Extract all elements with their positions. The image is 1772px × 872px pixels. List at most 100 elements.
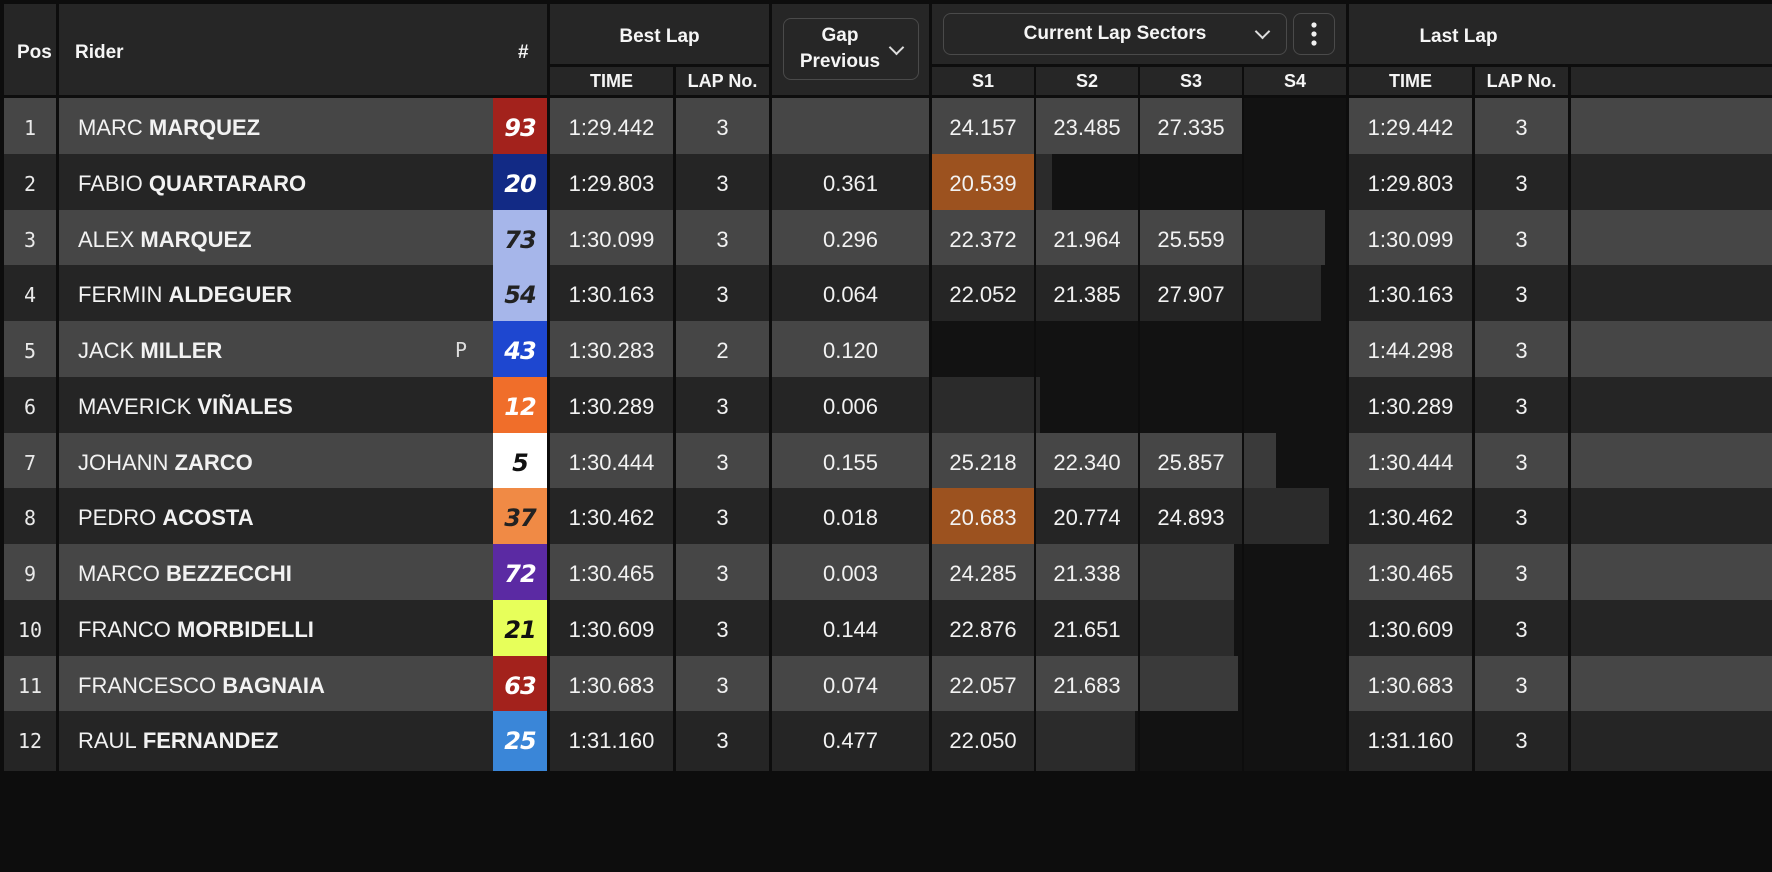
sectors-dropdown[interactable]: Current Lap Sectors <box>943 13 1287 55</box>
best-time-value: 1:30.289 <box>568 393 655 419</box>
best-lap-cell: 3 <box>676 432 769 493</box>
header-s2: S2 <box>1036 67 1138 95</box>
rider-cell: PEDRO ACOSTA <box>59 488 493 549</box>
gap-value: 0.477 <box>822 728 879 754</box>
rider-cell: MAVERICK VIÑALES <box>59 376 493 437</box>
sector-s2-value: 21.683 <box>1053 672 1121 698</box>
rider-number-value: 37 <box>504 504 536 533</box>
table-row[interactable]: 6 MAVERICK VIÑALES 12 1:30.289 3 0.006 1:30.28… <box>0 376 1772 437</box>
rider-first-name: RAUL <box>78 728 137 754</box>
rider-number-value: 73 <box>504 225 536 254</box>
last-time-value: 1:30.099 <box>1367 226 1454 252</box>
gap-dropdown[interactable]: Gap Previous <box>783 18 919 80</box>
table-row[interactable]: 2 FABIO QUARTARARO 20 1:29.803 3 0.361 20.539 1… <box>0 153 1772 214</box>
sector-s2-value: 22.340 <box>1053 449 1121 475</box>
sector-divider <box>1034 544 1036 604</box>
table-row[interactable]: 5 JACK MILLER P 43 1:30.283 2 0.120 1:44.298 3 <box>0 321 1772 381</box>
table-row[interactable]: 11 FRANCESCO BAGNAIA 63 1:30.683 3 0.074 22.05… <box>0 655 1772 716</box>
table-row[interactable]: 3 ALEX MARQUEZ 73 1:30.099 3 0.296 22.372 21.96… <box>0 209 1772 270</box>
rider-last-name: QUARTARARO <box>148 170 307 196</box>
lap-progress-bar <box>932 376 1040 437</box>
table-row[interactable]: 10 FRANCO MORBIDELLI 21 1:30.609 3 0.144 22.87… <box>0 599 1772 660</box>
best-lap-cell: 3 <box>676 655 769 716</box>
rider-number-value: 12 <box>504 392 536 421</box>
last-lap-value: 3 <box>1515 505 1528 531</box>
rider-cell: FABIO QUARTARARO <box>59 153 493 214</box>
sector-s1-value: 20.683 <box>949 505 1017 531</box>
sector-divider <box>1138 711 1140 772</box>
extra-cell <box>1571 488 1772 549</box>
header-s1: S1 <box>932 67 1034 95</box>
best-lap-value: 3 <box>716 170 729 196</box>
position-cell: 11 <box>4 655 56 716</box>
last-lap-cell: 3 <box>1475 321 1568 381</box>
table-row[interactable]: 12 RAUL FERNANDEZ 25 1:31.160 3 0.477 22.050 1:… <box>0 711 1772 772</box>
sector-divider <box>1242 711 1244 772</box>
sector-divider <box>1138 321 1140 381</box>
table-row[interactable]: 9 MARCO BEZZECCHI 72 1:30.465 3 0.003 24.285 21… <box>0 544 1772 604</box>
chevron-down-icon <box>888 39 905 56</box>
best-time-value: 1:30.444 <box>568 449 655 475</box>
best-lap-value: 3 <box>716 672 729 698</box>
rider-number: 21 <box>493 599 547 660</box>
position-cell: 9 <box>4 544 56 604</box>
table-row[interactable]: 8 PEDRO ACOSTA 37 1:30.462 3 0.018 20.683 20.77… <box>0 488 1772 549</box>
rider-flag: P <box>455 338 468 362</box>
rider-first-name: FRANCESCO <box>78 672 217 698</box>
best-lap-cell: 3 <box>676 599 769 660</box>
more-options-button[interactable] <box>1293 13 1335 55</box>
position-cell: 8 <box>4 488 56 549</box>
best-time-value: 1:30.683 <box>568 672 655 698</box>
sector-divider <box>1138 432 1140 493</box>
best-lap-cell: 3 <box>676 544 769 604</box>
sector-divider <box>1242 376 1244 437</box>
last-lap-value: 3 <box>1515 561 1528 586</box>
sector-s3-value: 24.893 <box>1157 505 1225 531</box>
more-vertical-icon <box>1311 22 1317 46</box>
sector-divider <box>1034 153 1036 214</box>
last-time-cell: 1:30.444 <box>1349 432 1472 493</box>
extra-cell <box>1571 265 1772 326</box>
sector-s1-value: 22.057 <box>949 672 1017 698</box>
last-time-value: 1:30.465 <box>1367 561 1454 586</box>
position-cell: 12 <box>4 711 56 772</box>
best-lap-cell: 3 <box>676 488 769 549</box>
table-row[interactable]: 1 MARC MARQUEZ 93 1:29.442 3 24.157 23.485 27.3… <box>0 98 1772 158</box>
sector-divider <box>1138 265 1140 326</box>
last-lap-value: 3 <box>1515 449 1528 475</box>
sector-s1-cell: 20.539 <box>932 153 1034 214</box>
rider-first-name: ALEX <box>78 226 135 252</box>
header-last-lap-no: LAP No. <box>1475 67 1568 95</box>
rider-number: 37 <box>493 488 547 549</box>
table-row[interactable]: 4 FERMIN ALDEGUER 54 1:30.163 3 0.064 22.052 21… <box>0 265 1772 326</box>
gap-cell: 0.144 <box>772 599 929 660</box>
position-value: 3 <box>23 227 37 252</box>
last-lap-value: 3 <box>1515 672 1528 698</box>
rider-number: 72 <box>493 544 547 604</box>
last-time-cell: 1:30.462 <box>1349 488 1472 549</box>
header-best-lap-label: Best Lap <box>619 26 700 47</box>
gap-cell: 0.361 <box>772 153 929 214</box>
extra-cell <box>1571 711 1772 772</box>
last-time-value: 1:29.803 <box>1367 170 1454 196</box>
last-lap-value: 3 <box>1515 115 1528 140</box>
sector-s1-value: 22.876 <box>949 616 1017 642</box>
last-time-cell: 1:29.442 <box>1349 98 1472 158</box>
sector-divider <box>1034 209 1036 270</box>
gap-value: 0.006 <box>822 393 879 419</box>
rider-last-name: ZARCO <box>174 449 253 475</box>
rider-cell: MARCO BEZZECCHI <box>59 544 493 604</box>
best-time-value: 1:29.803 <box>568 170 655 196</box>
best-time-value: 1:30.609 <box>568 616 655 642</box>
best-time-cell: 1:30.099 <box>550 209 673 270</box>
header-best-time: TIME <box>550 67 673 95</box>
table-row[interactable]: 7 JOHANN ZARCO 5 1:30.444 3 0.155 25.218 22.340… <box>0 432 1772 493</box>
header-pos: Pos <box>4 4 56 95</box>
gap-value: 0.018 <box>822 505 879 531</box>
last-time-cell: 1:30.163 <box>1349 265 1472 326</box>
position-value: 6 <box>23 394 37 419</box>
last-time-cell: 1:31.160 <box>1349 711 1472 772</box>
gap-cell: 0.064 <box>772 265 929 326</box>
rider-number: 12 <box>493 376 547 437</box>
